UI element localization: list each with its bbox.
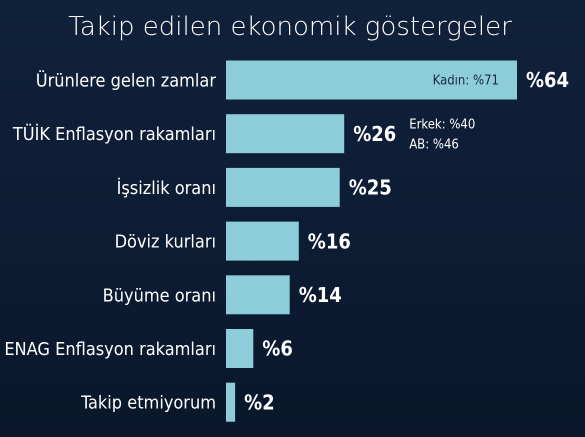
category-label: ENAG Enflasyon rakamları [4,339,216,360]
bar [226,275,290,315]
category-label: TÜİK Enflasyon rakamları [12,123,216,145]
category-label: Takip etmiyorum [80,393,216,414]
bar [226,167,340,207]
category-label: Ürünlere gelen zamlar [36,70,217,92]
bar [226,60,517,100]
annotation-label: Erkek: %40 [409,117,475,132]
value-label: %16 [308,229,351,253]
category-label: Döviz kurları [115,232,216,253]
value-label: %6 [262,337,293,361]
value-label: %2 [244,390,275,414]
category-label: İşsizlik oranı [117,178,216,199]
bar [226,114,345,154]
value-label: %14 [299,283,342,307]
value-label: %64 [526,68,569,92]
annotation-label: Kadın: %71 [433,74,499,89]
bar [226,382,236,422]
value-label: %25 [349,176,392,200]
value-label: %26 [353,122,396,146]
bar [226,329,254,368]
bars: Ürünlere gelen zamlar %64 TÜİK Enflasyon r… [4,60,569,422]
chart-title: Takip edilen ekonomik göstergeler [68,12,512,42]
category-label: Büyüme oranı [103,285,216,306]
annotation-label: AB: %46 [409,137,459,152]
bar [226,221,299,261]
